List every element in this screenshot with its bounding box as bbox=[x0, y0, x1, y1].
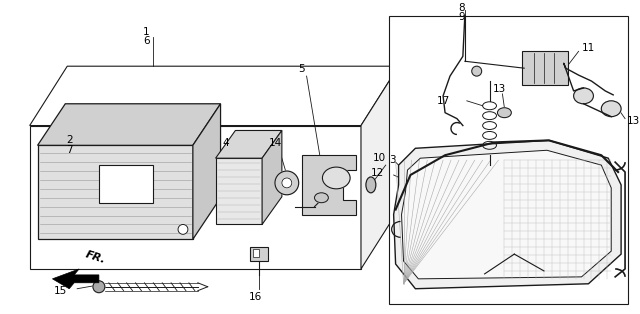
Ellipse shape bbox=[366, 177, 376, 193]
Circle shape bbox=[472, 66, 482, 76]
Polygon shape bbox=[262, 131, 282, 225]
Text: 8: 8 bbox=[458, 3, 465, 13]
Text: 10: 10 bbox=[372, 153, 386, 163]
FancyBboxPatch shape bbox=[388, 16, 628, 304]
Text: 3: 3 bbox=[388, 155, 396, 165]
Circle shape bbox=[93, 281, 105, 293]
Polygon shape bbox=[301, 155, 356, 214]
Text: 18: 18 bbox=[310, 208, 323, 218]
Polygon shape bbox=[216, 158, 262, 225]
Text: 14: 14 bbox=[268, 138, 282, 148]
Polygon shape bbox=[29, 126, 361, 269]
FancyBboxPatch shape bbox=[253, 249, 259, 257]
FancyBboxPatch shape bbox=[522, 51, 568, 85]
Text: 1: 1 bbox=[143, 27, 150, 37]
Text: 6: 6 bbox=[143, 36, 150, 46]
Ellipse shape bbox=[602, 101, 621, 116]
Text: 12: 12 bbox=[371, 168, 384, 178]
Circle shape bbox=[275, 171, 299, 195]
Text: 13: 13 bbox=[493, 84, 506, 94]
Polygon shape bbox=[52, 269, 99, 289]
Polygon shape bbox=[401, 150, 611, 279]
Text: 15: 15 bbox=[54, 286, 67, 296]
Ellipse shape bbox=[323, 167, 350, 189]
Text: 2: 2 bbox=[66, 135, 72, 145]
Text: 13: 13 bbox=[627, 116, 640, 126]
Text: 11: 11 bbox=[582, 43, 595, 53]
Text: 7: 7 bbox=[66, 145, 72, 155]
Polygon shape bbox=[361, 66, 399, 269]
Polygon shape bbox=[394, 140, 621, 289]
Polygon shape bbox=[29, 66, 399, 126]
Text: 4: 4 bbox=[222, 138, 229, 148]
Circle shape bbox=[282, 178, 292, 188]
FancyBboxPatch shape bbox=[250, 247, 268, 261]
Text: 9: 9 bbox=[458, 12, 465, 22]
Ellipse shape bbox=[573, 88, 593, 104]
Ellipse shape bbox=[497, 108, 511, 118]
Circle shape bbox=[178, 225, 188, 234]
Ellipse shape bbox=[314, 193, 328, 203]
Polygon shape bbox=[38, 145, 193, 239]
Polygon shape bbox=[216, 131, 282, 158]
Text: 5: 5 bbox=[298, 64, 305, 74]
Text: 16: 16 bbox=[248, 292, 262, 302]
Polygon shape bbox=[38, 104, 221, 145]
FancyBboxPatch shape bbox=[99, 165, 154, 203]
Text: 17: 17 bbox=[436, 96, 450, 106]
Polygon shape bbox=[193, 104, 221, 239]
Text: FR.: FR. bbox=[84, 249, 107, 265]
